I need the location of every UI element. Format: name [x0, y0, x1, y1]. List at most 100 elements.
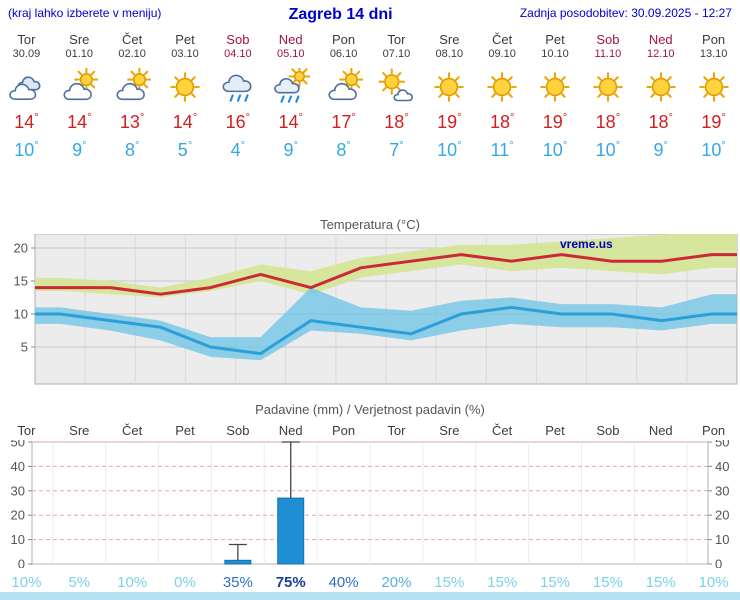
day-name: Tor	[17, 32, 36, 47]
day-name: Sre	[439, 32, 460, 47]
low-temp: 11°	[490, 140, 514, 160]
precip-probability: 35%	[222, 574, 253, 591]
day-column-2: Čet 02.10 13° 8°	[106, 32, 159, 161]
day-date: 01.10	[65, 48, 94, 60]
day-date: 10.10	[541, 48, 569, 60]
precipitation-chart: 0 0 10 10 20 20 30 30 40 40 50 50	[11, 440, 730, 569]
precip-bar	[277, 497, 305, 565]
day-column-3: Pet 03.10 14° 5°	[159, 32, 212, 161]
precip-probability: 15%	[645, 574, 676, 591]
day-column-5: Ned 05.10 14° 9°	[264, 32, 317, 161]
precip-day-label: Ned	[278, 423, 303, 438]
degree-symbol: °	[139, 112, 145, 124]
precip-day-label: Sre	[69, 423, 90, 438]
day-column-12: Ned 12.10 18° 9°	[634, 32, 687, 161]
temperature-chart-title: Temperatura (°C)	[320, 217, 420, 232]
rain-sun-icon	[264, 63, 317, 111]
degree-symbol: °	[509, 140, 514, 152]
precip-axis-label-right: 0	[715, 557, 722, 569]
precip-axis-label-right: 20	[715, 508, 729, 523]
day-name: Pet	[545, 32, 565, 47]
precip-probability: 20%	[381, 574, 412, 591]
degree-symbol: °	[399, 140, 404, 152]
degree-symbol: °	[509, 112, 515, 124]
high-temp: 14°	[67, 112, 92, 132]
menu-hint-text: (kraj lahko izberete v meniju)	[8, 6, 162, 20]
degree-symbol: °	[404, 112, 409, 124]
day-date: 04.10	[224, 48, 252, 60]
precipitation-chart-title: Padavine (mm) / Verjetnost padavin (%)	[255, 402, 485, 417]
precip-probability: 0%	[174, 574, 196, 591]
day-name: Sob	[226, 32, 250, 47]
degree-symbol: °	[562, 140, 568, 152]
low-temp: 10°	[701, 140, 726, 160]
low-temp: 5°	[177, 140, 193, 160]
high-temp: 14°	[278, 112, 303, 132]
day-column-1: Sre 01.10 14° 9°	[53, 32, 106, 161]
temp-axis-label: 20	[14, 241, 28, 256]
sunny-icon	[581, 63, 634, 111]
day-column-10: Pet 10.10 19° 10°	[529, 32, 582, 161]
low-temp: 10°	[437, 140, 462, 160]
sunny-icon	[634, 63, 687, 111]
degree-symbol: °	[187, 140, 193, 152]
high-temp: 13°	[119, 112, 145, 132]
day-date: 02.10	[118, 48, 146, 60]
precip-axis-label-left: 20	[11, 508, 25, 523]
degree-symbol: °	[668, 112, 673, 124]
precip-probability: 5%	[68, 574, 91, 591]
bottom-strip	[0, 592, 740, 600]
precip-day-label: Pon	[332, 423, 356, 438]
day-name: Ned	[278, 32, 303, 47]
low-temp: 7°	[389, 140, 404, 160]
day-name: Sre	[69, 32, 90, 47]
precip-probability: 10%	[117, 574, 148, 591]
precip-axis-label-right: 30	[715, 483, 729, 498]
day-date: 12.10	[646, 48, 675, 60]
degree-symbol: °	[721, 140, 726, 152]
temp-max-line	[35, 253, 737, 296]
day-date: 11.10	[594, 48, 622, 60]
degree-symbol: °	[562, 112, 568, 124]
day-date: 30.09	[12, 48, 41, 60]
day-name: Tor	[387, 32, 406, 47]
precip-probability: 10%	[11, 574, 42, 591]
sunny-icon	[423, 63, 476, 111]
degree-symbol: °	[298, 112, 303, 124]
high-temp: 19°	[701, 112, 726, 132]
sunny-icon	[687, 63, 740, 111]
partly-cloudy-icon	[53, 63, 106, 111]
precip-probability: 15%	[592, 574, 623, 591]
mostly-sunny-icon	[370, 63, 423, 111]
degree-symbol: °	[293, 140, 298, 152]
day-date: 09.10	[488, 48, 516, 60]
sunny-icon	[159, 63, 212, 111]
precip-probability: 15%	[434, 574, 465, 591]
rain-icon	[211, 63, 264, 111]
precip-day-label: Sre	[439, 423, 460, 438]
temp-axis-label: 10	[14, 307, 28, 322]
high-temp: 17°	[331, 112, 356, 132]
precip-axis-label-right: 50	[715, 440, 729, 450]
low-temp: 8°	[124, 140, 140, 160]
day-column-7: Tor 07.10 18° 7°	[370, 32, 423, 161]
precip-day-label: Sob	[596, 423, 620, 438]
precip-probability: 10%	[698, 574, 729, 591]
high-temp: 19°	[542, 112, 568, 132]
day-date: 05.10	[276, 48, 305, 60]
sunny-icon	[529, 63, 582, 111]
precip-day-label: Pon	[702, 423, 726, 438]
watermark: vreme.us	[560, 237, 613, 251]
day-date: 03.10	[171, 48, 199, 60]
low-temp: 9°	[283, 140, 298, 160]
day-name: Čet	[492, 32, 513, 47]
high-temp: 18°	[595, 112, 621, 132]
day-column-11: Sob 11.10 18° 10°	[581, 32, 634, 161]
temp-axis-label: 15	[14, 274, 28, 289]
degree-symbol: °	[192, 112, 198, 124]
temp-axis-label: 5	[21, 340, 28, 355]
degree-symbol: °	[457, 140, 462, 152]
low-temp: 8°	[336, 140, 351, 160]
precip-probability: 15%	[487, 574, 518, 591]
day-date: 07.10	[382, 48, 411, 60]
